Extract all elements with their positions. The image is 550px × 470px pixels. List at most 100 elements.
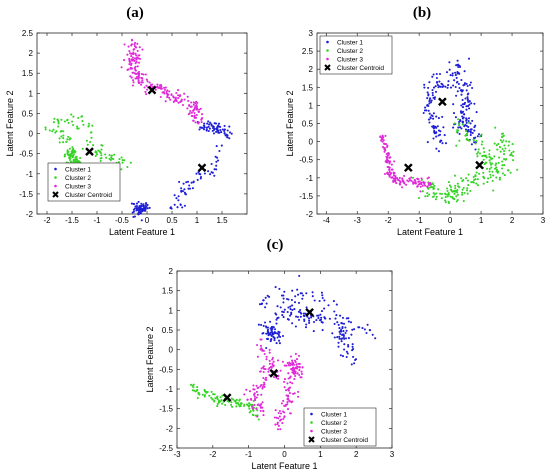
data-point <box>303 319 306 323</box>
data-point <box>216 129 220 132</box>
data-point <box>290 401 293 404</box>
data-point <box>466 105 470 108</box>
data-point <box>312 320 316 324</box>
data-point <box>388 156 391 159</box>
data-point <box>501 147 504 151</box>
data-point <box>419 190 422 193</box>
data-point <box>390 163 393 166</box>
data-point <box>297 293 300 296</box>
data-point <box>392 177 395 180</box>
data-point <box>457 65 460 69</box>
data-point <box>426 141 429 144</box>
data-point <box>454 116 457 119</box>
data-point <box>136 42 139 45</box>
data-point <box>432 117 435 120</box>
data-point <box>130 62 133 65</box>
data-point <box>183 92 186 95</box>
data-point <box>141 79 144 82</box>
data-point <box>201 393 204 396</box>
data-point <box>341 316 345 319</box>
data-point <box>137 79 140 82</box>
data-point <box>146 80 149 83</box>
data-point <box>390 168 393 171</box>
data-point <box>71 120 74 123</box>
data-point <box>121 159 124 162</box>
data-point <box>288 392 291 395</box>
data-point <box>507 144 510 147</box>
data-point <box>190 111 193 114</box>
data-point <box>297 318 301 321</box>
data-point <box>475 182 478 185</box>
data-point <box>260 367 263 370</box>
data-point <box>303 318 306 321</box>
data-point <box>197 391 200 395</box>
data-point <box>267 334 270 337</box>
data-point <box>289 305 292 308</box>
data-point <box>386 156 389 159</box>
data-point <box>480 133 483 136</box>
data-point <box>429 183 433 186</box>
data-point <box>482 171 485 174</box>
data-point <box>511 154 514 157</box>
data-point <box>420 178 423 182</box>
data-point <box>324 317 327 320</box>
centroid-marker <box>475 160 484 170</box>
data-point <box>210 123 213 126</box>
data-point <box>463 191 466 195</box>
data-point <box>453 122 456 125</box>
data-point <box>186 180 190 183</box>
data-point <box>134 68 137 71</box>
data-point <box>304 326 308 329</box>
data-point <box>142 73 145 76</box>
data-point <box>216 398 219 401</box>
data-point <box>69 157 72 160</box>
data-point <box>189 383 193 386</box>
data-point <box>486 181 489 184</box>
data-point <box>226 129 229 132</box>
data-point <box>219 396 222 399</box>
data-point <box>403 174 406 177</box>
data-point <box>501 164 504 167</box>
data-point <box>259 406 262 409</box>
centroid-marker <box>222 393 232 403</box>
data-point <box>67 121 70 124</box>
data-point <box>428 81 431 84</box>
data-point <box>276 421 279 424</box>
data-point <box>187 187 190 190</box>
data-point <box>273 339 276 342</box>
centroid-marker <box>305 307 314 317</box>
data-point <box>511 159 515 162</box>
data-point <box>280 418 283 421</box>
data-point <box>213 393 216 396</box>
data-point <box>475 171 478 174</box>
data-point <box>503 149 506 153</box>
data-point <box>100 148 103 151</box>
data-point <box>491 179 494 182</box>
data-point <box>257 403 260 406</box>
data-point <box>203 172 206 175</box>
data-point <box>339 354 342 357</box>
data-point <box>292 392 295 395</box>
data-point <box>456 191 459 194</box>
data-point <box>254 414 257 417</box>
data-point <box>149 83 153 86</box>
data-point <box>307 317 310 320</box>
data-point <box>413 178 416 181</box>
data-point <box>502 153 506 156</box>
data-point <box>143 206 146 209</box>
centroid-marker <box>197 163 207 173</box>
data-point <box>401 178 404 181</box>
data-point <box>72 115 75 118</box>
data-point <box>192 109 195 112</box>
data-point <box>386 171 389 174</box>
data-point <box>488 170 491 173</box>
data-point <box>126 165 129 169</box>
legend-swatch <box>326 40 329 44</box>
data-point <box>186 95 189 98</box>
data-point <box>269 320 272 323</box>
data-point <box>310 316 313 319</box>
data-point <box>120 168 123 171</box>
data-point <box>77 127 80 130</box>
data-point <box>76 125 79 128</box>
data-point <box>445 71 449 74</box>
